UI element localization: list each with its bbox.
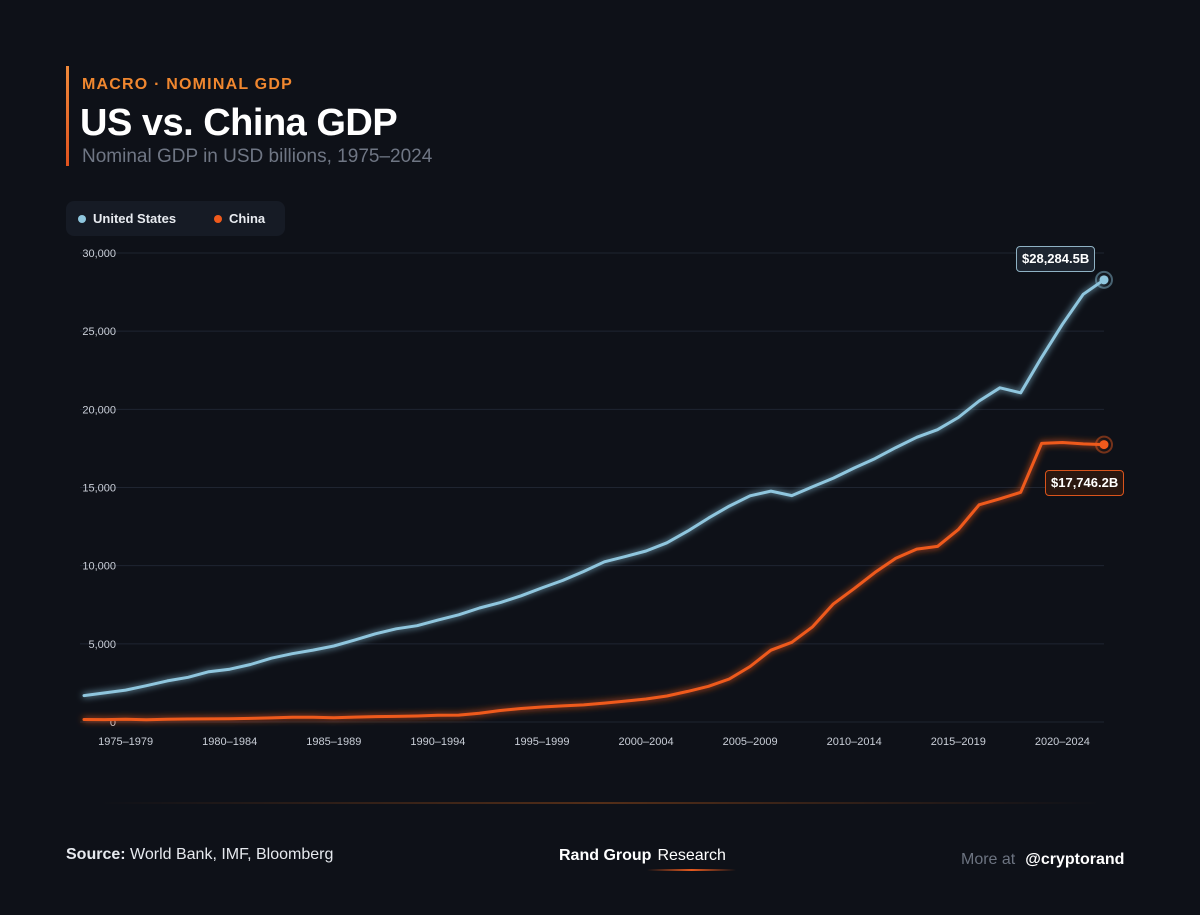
brand-sub-label: Research <box>657 847 726 864</box>
end-marker-halo <box>1095 435 1113 454</box>
end-marker-point <box>1099 440 1109 450</box>
brand-name: Rand Group <box>559 847 652 864</box>
y-tick-label: 5,000 <box>88 639 116 651</box>
series <box>82 278 1106 722</box>
y-tick-label: 0 <box>110 717 116 729</box>
x-tick-label: 1980–1984 <box>202 736 257 748</box>
legend: United States China <box>66 201 285 236</box>
grid-lines <box>80 252 1104 723</box>
x-tick-label: 2000–2004 <box>619 736 674 748</box>
x-tick-label: 2020–2024 <box>1035 736 1090 748</box>
y-tick-label: 20,000 <box>82 404 116 416</box>
more-at: More at @cryptorand <box>961 851 1124 869</box>
y-axis: 0 5,000 10,000 15,000 20,000 25,000 30,000 <box>82 248 116 729</box>
source-text: World Bank, IMF, Bloomberg <box>130 846 334 863</box>
series-line-united-states <box>82 278 1106 698</box>
end-markers <box>1095 270 1113 454</box>
x-tick-label: 1995–1999 <box>514 736 569 748</box>
legend-dot-cn <box>214 214 222 223</box>
kicker: MACRO · NOMINAL GDP <box>82 76 293 93</box>
end-marker-point <box>1099 275 1109 285</box>
legend-label-us: United States <box>93 211 177 226</box>
us-end-value-label: $28,284.5B <box>1016 246 1096 272</box>
y-tick-label: 25,000 <box>82 326 116 338</box>
chart-subtitle: Nominal GDP in USD billions, 1975–2024 <box>82 146 433 167</box>
social-handle-link[interactable]: @cryptorand <box>1025 851 1125 868</box>
legend-label-cn: China <box>229 211 266 226</box>
end-marker-halo <box>1095 270 1113 289</box>
legend-item-united-states: United States <box>78 211 176 226</box>
y-tick-label: 15,000 <box>82 483 116 495</box>
legend-item-china: China <box>214 211 265 226</box>
chart-title: US vs. China GDP <box>80 102 398 144</box>
accent-bar <box>66 66 69 166</box>
more-label: More at <box>961 851 1016 868</box>
footer-divider <box>100 802 1100 804</box>
x-tick-label: 2010–2014 <box>827 736 882 748</box>
y-tick-label: 30,000 <box>82 248 116 260</box>
legend-dot-us <box>78 214 86 223</box>
x-tick-label: 2015–2019 <box>931 736 986 748</box>
source-label: Source: <box>66 846 126 863</box>
y-tick-label: 10,000 <box>82 561 116 573</box>
brand-sub: Research <box>647 847 736 871</box>
series-line-china <box>82 441 1106 722</box>
x-tick-label: 1990–1994 <box>410 736 465 748</box>
china-end-value-label: $17,746.2B <box>1045 470 1125 496</box>
x-tick-label: 2005–2009 <box>723 736 778 748</box>
brand: Rand Group Research <box>559 847 736 871</box>
x-axis: 1975–1979 1980–1984 1985–1989 1990–1994 1995… <box>98 736 1090 748</box>
brand-underline <box>647 869 736 871</box>
x-tick-label: 1985–1989 <box>306 736 361 748</box>
source-note: Source: World Bank, IMF, Bloomberg <box>66 846 333 864</box>
x-tick-label: 1975–1979 <box>98 736 153 748</box>
